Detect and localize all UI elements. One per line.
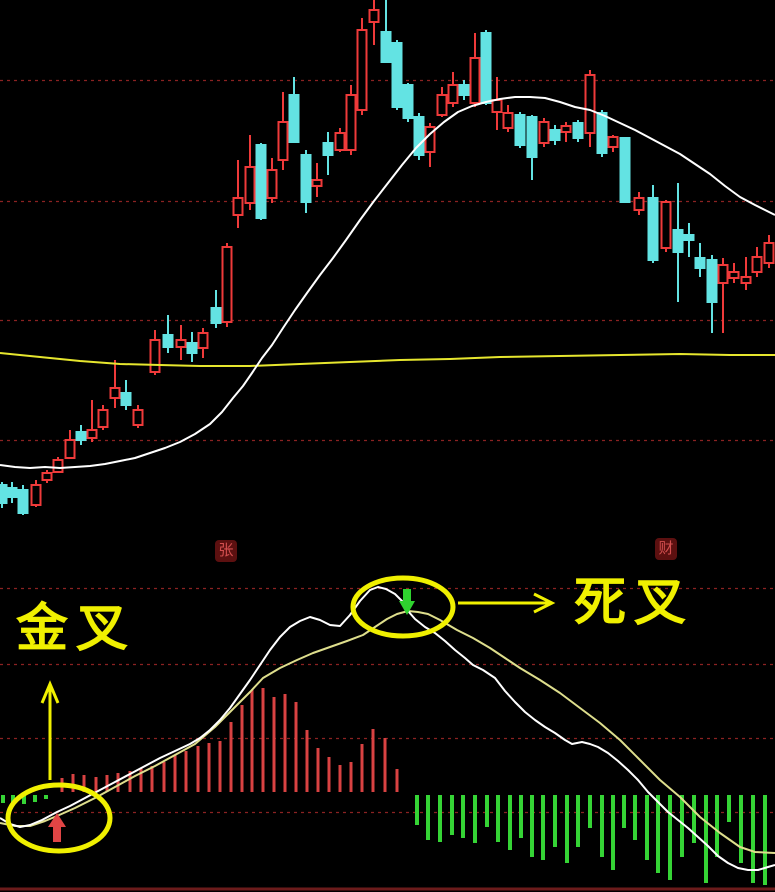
candle-body xyxy=(30,484,42,506)
candle-body xyxy=(447,84,459,104)
candle-body xyxy=(64,439,76,459)
candle-body xyxy=(41,472,53,481)
candle-body xyxy=(197,332,209,349)
candle-body xyxy=(491,99,503,113)
candle-body xyxy=(538,121,550,144)
candle-body xyxy=(526,116,538,158)
candle-body xyxy=(311,179,323,187)
candle-body xyxy=(132,409,144,426)
macd-dea-line xyxy=(0,610,775,854)
candle-body xyxy=(560,125,572,133)
candle-body xyxy=(672,229,684,253)
candle-body xyxy=(380,31,392,63)
candle-body xyxy=(584,74,596,134)
candle-body xyxy=(480,32,492,104)
candle-body xyxy=(221,246,233,323)
candle-body xyxy=(356,29,368,111)
candle-body xyxy=(322,142,334,156)
candle-body xyxy=(345,94,357,151)
candle-body xyxy=(751,256,763,273)
death-cross-label: 死叉 xyxy=(574,575,695,632)
death-cross-ellipse xyxy=(350,575,456,639)
candle-body xyxy=(109,387,121,399)
candle-body xyxy=(660,201,672,249)
candle-body xyxy=(647,197,659,261)
candle-body xyxy=(86,429,98,439)
candle-body xyxy=(75,431,87,441)
candle-body xyxy=(17,489,29,514)
candle-body xyxy=(368,9,380,23)
candle-body xyxy=(52,459,64,473)
candle-body xyxy=(619,137,631,203)
candle-body xyxy=(706,259,718,303)
candle-body xyxy=(402,84,414,119)
candle-body xyxy=(572,122,584,139)
candle-body xyxy=(232,197,244,216)
candle-body xyxy=(277,121,289,161)
candle-body xyxy=(6,487,18,498)
candle-body xyxy=(175,339,187,348)
candle-body xyxy=(266,169,278,199)
golden-cross-callout-arrow xyxy=(40,680,60,780)
golden-cross-label: 金叉 xyxy=(16,601,137,658)
golden-cross-ellipse xyxy=(5,782,113,854)
candle-body xyxy=(514,114,526,146)
candle-body xyxy=(210,307,222,324)
candle-body xyxy=(334,132,346,151)
candle-body xyxy=(549,129,561,141)
candle-body xyxy=(255,144,267,219)
death-cross-callout-arrow xyxy=(458,592,556,614)
candle-body xyxy=(694,257,706,269)
candle-body xyxy=(149,339,161,373)
candle-body xyxy=(458,84,470,96)
candle-body xyxy=(728,271,740,279)
candle-body xyxy=(300,154,312,203)
candle-body xyxy=(391,42,403,108)
candle-body xyxy=(596,112,608,154)
candle-body xyxy=(633,197,645,211)
candle-body xyxy=(120,392,132,406)
candle-body xyxy=(413,116,425,156)
candle-body xyxy=(763,242,775,264)
candle-body xyxy=(97,409,109,428)
macd-dif-line xyxy=(0,586,775,871)
candle-body xyxy=(683,234,695,241)
candle-body xyxy=(162,334,174,348)
buy-signal-arrow xyxy=(48,813,66,842)
candle-body xyxy=(717,264,729,284)
candle-body xyxy=(186,342,198,354)
price-ma-long-line xyxy=(0,352,775,367)
watermark-zhang: 张 xyxy=(215,540,237,562)
candle-body xyxy=(469,57,481,104)
sell-signal-arrow xyxy=(399,589,415,615)
price-ma-short-line xyxy=(0,96,775,469)
candle-body xyxy=(244,166,256,204)
candle-body xyxy=(288,94,300,143)
watermark-cai: 财 xyxy=(655,538,677,560)
candle-body xyxy=(502,112,514,129)
candle-body xyxy=(740,276,752,284)
candle-body xyxy=(607,136,619,148)
candle-body xyxy=(0,484,8,504)
candle-body xyxy=(436,94,448,116)
